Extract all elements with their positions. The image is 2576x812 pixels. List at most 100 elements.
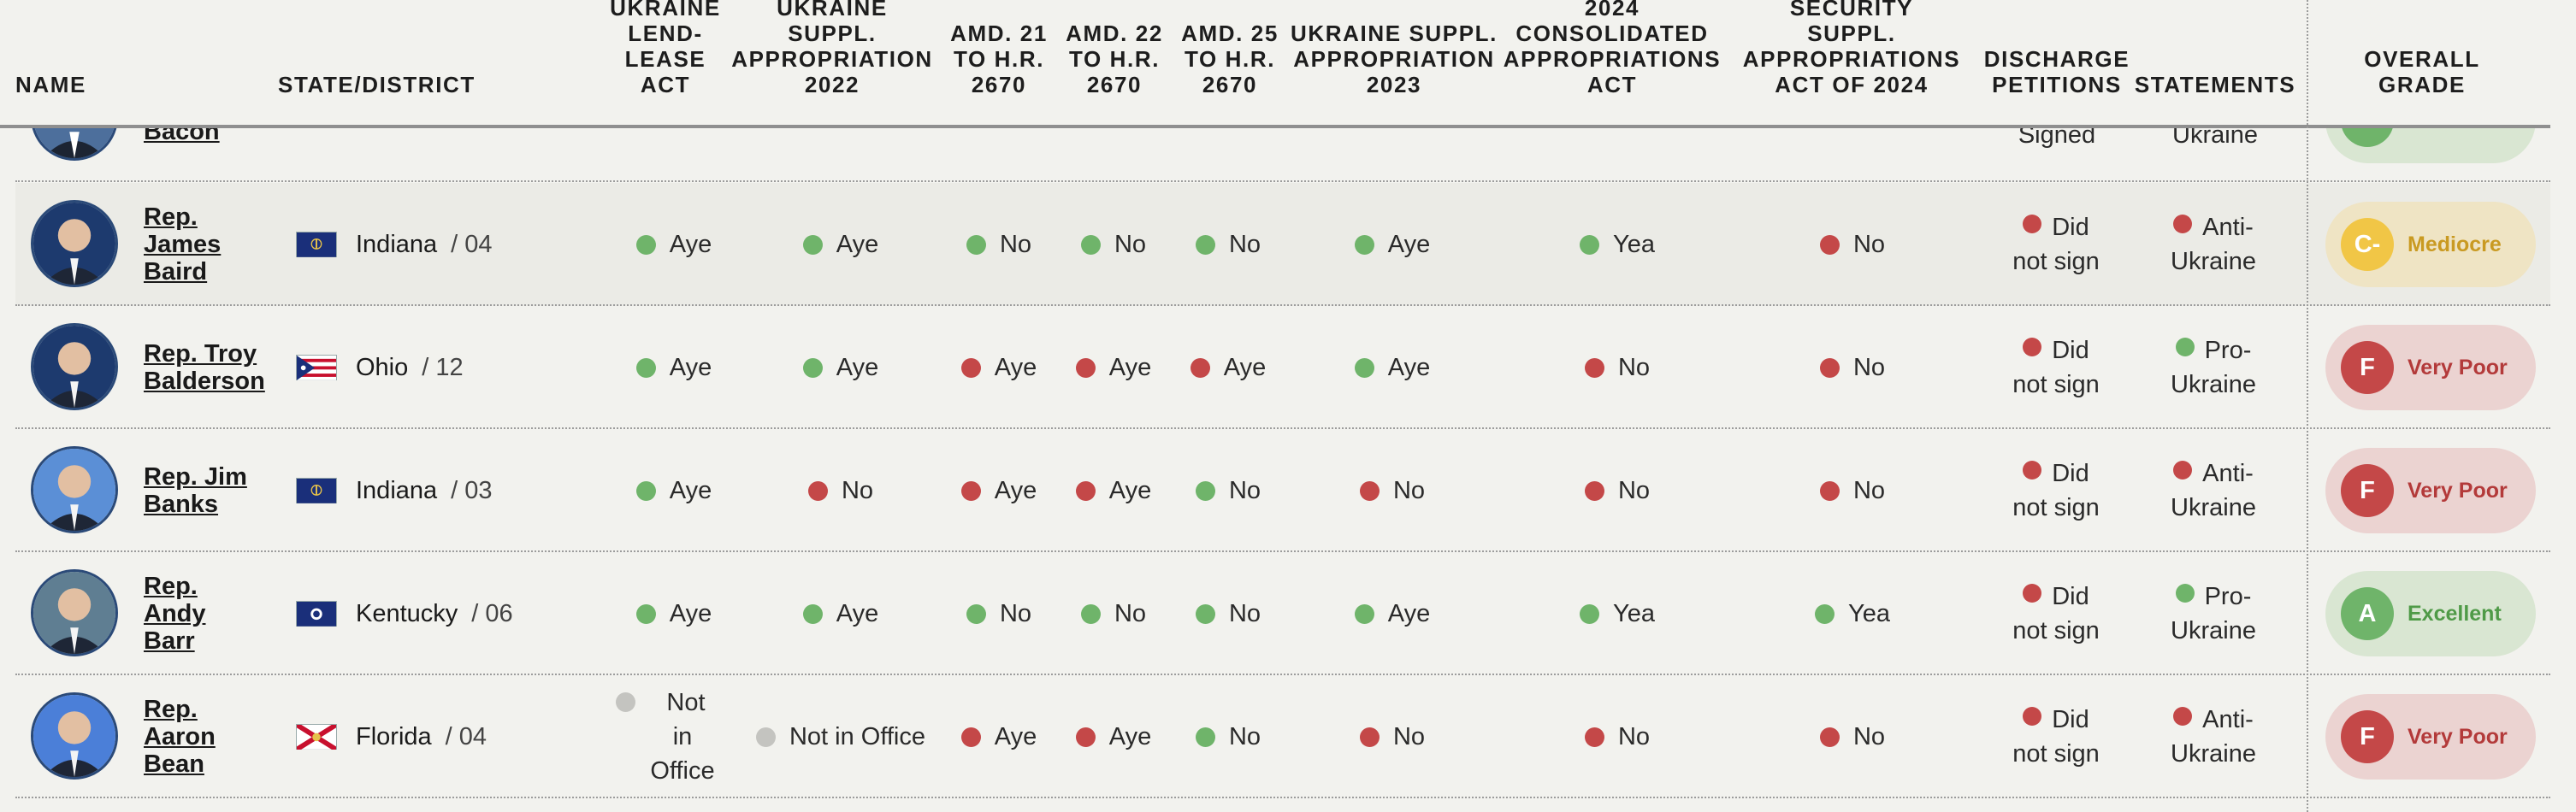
table-row: Rep. Andy Barr Kentucky / 06 Aye Aye No No No Aye Y… [15,552,2550,675]
header-suppl-2023[interactable]: UKRAINE SUPPL. APPROPRIATION 2023 [1291,21,1498,97]
avatar[interactable] [31,200,118,287]
vote-label: No [1617,353,1651,381]
vote-value: Aye [635,230,712,259]
header-state-district[interactable]: STATE/DISTRICT [278,72,476,97]
header-suppl-2022[interactable]: UKRAINE SUPPL. APPROPRIATION 2022 [731,0,933,97]
rep-name-link[interactable]: Rep. Jim Banks [144,463,247,518]
header-overall-grade[interactable]: OVERALL GRADE [2364,46,2480,97]
vote-indicator-icon [1819,357,1840,378]
grade-label: Very Poor [2408,724,2508,749]
status-line: Anti- [2202,214,2254,241]
vote-value: Aye [1075,723,1151,751]
status-line: Anti- [2202,706,2254,733]
grade-badge: F [2341,710,2394,763]
state-name: Indiana [356,476,438,504]
status-indicator-icon [2023,707,2042,726]
vote-value: Aye [1190,354,1266,382]
vote-label: Office [650,757,715,785]
avatar[interactable] [31,692,118,780]
header-amd-21[interactable]: AMD. 21 TO H.R. 2670 [950,21,1048,97]
grade-pill[interactable]: F Very Poor [2325,448,2536,533]
vote-indicator-icon [1354,603,1374,624]
rep-name-link[interactable]: Rep. Troy Balderson [144,340,265,395]
header-security-suppl-2024[interactable]: UKRAINE SECURITY SUPPL. APPROPRIATIONS A… [1742,0,1961,97]
vote-indicator-icon [616,692,636,712]
vote-label: Not [666,689,706,716]
rep-name-line: Rep. [144,696,198,723]
header-statements[interactable]: STATEMENTS [2134,72,2296,97]
grade-pill[interactable]: A Excellent [2325,571,2536,656]
vote-value: Aye [1075,353,1152,382]
status-line: Ukraine [2171,248,2256,275]
avatar[interactable] [31,569,118,656]
status-line: Did [2052,460,2089,487]
district-number: / 03 [451,476,493,504]
vote-indicator-icon [1080,234,1101,255]
table-row: Rep. Troy Balderson Ohio / 12 Aye Aye Aye Aye Ay… [15,306,2550,429]
grade-pill[interactable]: C- Mediocre [2325,202,2536,287]
vote-value: Aye [1354,354,1430,382]
vote-label: No [999,599,1032,627]
vote-indicator-icon [1075,480,1096,501]
vote-value: Yea [1815,600,1890,628]
vote-indicator-icon [966,603,986,624]
rep-name-line: Rep. [144,573,198,600]
vote-indicator-icon [960,727,981,747]
discharge-status: Did not sign [2012,210,2100,279]
vote-indicator-icon [1195,727,1215,747]
grade-pill[interactable]: F Very Poor [2325,694,2536,780]
header-consolidated-2024[interactable]: 2024 CONSOLIDATED APPROPRIATIONS ACT [1503,0,1722,97]
rep-name-link[interactable]: Rep. James Baird [144,203,221,285]
header-amd-25[interactable]: AMD. 25 TO H.R. 2670 [1181,21,1279,97]
status-indicator-icon [2023,338,2042,356]
status-line: not sign [2012,494,2100,521]
vote-value: Aye [802,231,878,259]
vote-label: Aye [994,476,1037,504]
vote-label: No [999,230,1032,258]
statement-status: Pro- Ukraine [2171,333,2256,402]
table-body: Bacon Signed Ukraine Rep. James Baird India… [15,0,2550,812]
vote-label: No [1114,230,1147,258]
rep-name-link[interactable]: Rep. Andy Barr [144,573,206,655]
vote-value: Yea [1580,231,1655,259]
grade-pill[interactable]: F Very Poor [2325,325,2536,410]
header-discharge-petitions[interactable]: DISCHARGE PETITIONS [1983,46,2130,97]
avatar[interactable] [31,446,118,533]
vote-label: No [1228,722,1261,750]
status-line: Anti- [2202,460,2254,487]
table-header: NAME STATE/DISTRICT UKRAINE LEND- LEASE … [0,0,2550,128]
vote-label: Aye [669,230,712,258]
vote-label: Aye [836,599,879,627]
vote-value: Yea [1580,600,1655,628]
vote-value: No [1359,723,1425,751]
header-amd-22[interactable]: AMD. 22 TO H.R. 2670 [1066,21,1163,97]
header-lend-lease[interactable]: UKRAINE LEND- LEASE ACT [610,0,721,97]
status-line: Ukraine [2171,740,2256,768]
vote-value: Aye [635,477,712,505]
vote-label: No [1228,599,1261,627]
vote-label: Aye [1108,353,1152,381]
vote-label: No [1392,476,1426,504]
vote-indicator-icon [1580,234,1600,255]
kentucky-flag [296,601,337,627]
rep-name-line: Rep. Troy [144,340,257,368]
district-number: / 04 [451,230,493,258]
vote-value: Aye [635,354,712,382]
vote-indicator-icon [960,480,981,501]
vote-indicator-icon [1195,480,1215,501]
avatar[interactable] [31,323,118,410]
rep-name-line: Andy [144,600,206,627]
rep-name-line: Banks [144,491,219,518]
vote-indicator-icon [1354,357,1374,378]
vote-label: Aye [669,599,712,627]
vote-indicator-icon [1075,357,1096,378]
rep-name-link[interactable]: Rep. Aaron Bean [144,696,216,778]
status-line: not sign [2012,740,2100,768]
vote-label: No [1852,353,1886,381]
vote-indicator-icon [1190,357,1210,378]
vote-label: Aye [994,353,1037,381]
vote-label: Aye [994,722,1037,750]
header-name[interactable]: NAME [15,72,86,97]
vote-indicator-icon [802,357,823,378]
vote-value: No [966,600,1031,628]
